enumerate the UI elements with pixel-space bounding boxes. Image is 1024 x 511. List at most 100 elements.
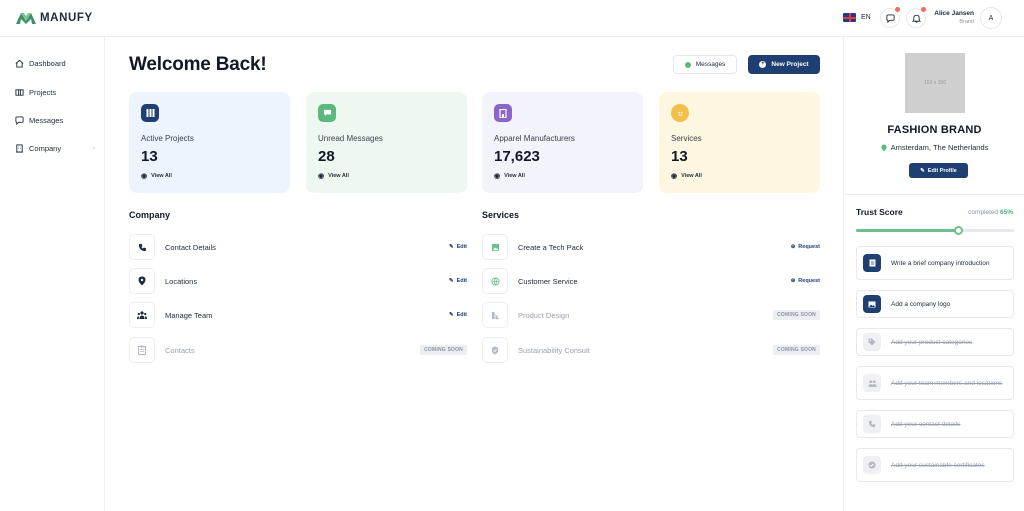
edit-button[interactable]: ✎ Edit [449, 244, 467, 250]
brand-name: MANUFY [40, 11, 93, 24]
task-company-introduction[interactable]: Write a brief company introduction [856, 246, 1014, 280]
edit-label: Edit [456, 278, 467, 284]
completed-value: 65% [999, 209, 1013, 216]
brand-title: FASHION BRAND [887, 124, 982, 136]
service-row-tech-pack[interactable]: Create a Tech Pack ⊕ Request [482, 234, 820, 260]
stat-label: Unread Messages [318, 134, 383, 143]
edit-label: Edit [456, 244, 467, 250]
sidebar-item-label: Messages [29, 116, 64, 125]
uk-flag-icon [843, 13, 856, 22]
service-row-customer-service[interactable]: Customer Service ⊕ Request [482, 268, 820, 294]
view-all-link[interactable]: ◉ View All [141, 172, 172, 180]
stat-card-services: Services 13 ◉ View All [659, 92, 820, 193]
chat-icon [15, 116, 24, 125]
completed-label: completed [968, 209, 999, 216]
sidebar-item-projects[interactable]: Projects [15, 88, 95, 97]
columns-icon [141, 104, 159, 122]
chevron-right-icon: › [92, 145, 95, 152]
edit-icon: ✎ [449, 312, 454, 318]
new-project-label: New Project [771, 61, 809, 68]
edit-profile-button[interactable]: ✎ Edit Profile [909, 163, 968, 178]
plus-circle-icon: ⊕ [790, 244, 796, 250]
language-label: EN [861, 14, 871, 21]
location-label: Amsterdam, The Netherlands [890, 143, 989, 152]
company-row-locations[interactable]: Locations ✎ Edit [129, 268, 467, 294]
view-all-label: View All [151, 173, 172, 179]
messages-top-button[interactable] [880, 7, 900, 28]
eye-icon: ◉ [141, 173, 148, 180]
row-label: Manage Team [165, 310, 213, 320]
edit-icon: ✎ [920, 167, 925, 174]
request-button[interactable]: ⊕ Request [791, 278, 820, 284]
document-icon [863, 254, 881, 272]
stat-value: 13 [671, 148, 688, 165]
sidebar-item-messages[interactable]: Messages [15, 116, 95, 125]
notification-dot [895, 7, 900, 12]
company-row-manage-team[interactable]: Manage Team ✎ Edit [129, 302, 467, 328]
view-all-link[interactable]: ◉ View All [671, 172, 702, 180]
task-text: Add your contact details [891, 420, 961, 428]
brand-location: Amsterdam, The Netherlands [844, 143, 1024, 152]
messages-button-label: Messages [695, 61, 726, 68]
eye-icon: ◉ [671, 173, 678, 180]
image-icon [863, 295, 881, 313]
team-icon [129, 302, 155, 328]
task-company-logo[interactable]: Add a company logo [856, 290, 1014, 318]
divider [844, 194, 1024, 195]
factory-icon [494, 104, 512, 122]
stat-value: 28 [318, 148, 335, 165]
trust-score-completed: completed 65% [968, 209, 1013, 216]
task-text: Write a brief company introduction [891, 259, 990, 267]
row-label: Contacts [165, 345, 195, 355]
trust-progress-fill [856, 226, 963, 235]
progress-knob [953, 226, 963, 235]
language-selector[interactable]: EN [843, 13, 871, 22]
sidebar-item-label: Dashboard [29, 59, 66, 68]
stat-value: 17,623 [494, 148, 540, 165]
task-text: Add your team members and locations [891, 379, 1003, 387]
view-all-link[interactable]: ◉ View All [318, 172, 349, 180]
trust-progress-bar [856, 226, 1014, 235]
trust-score-title: Trust Score [856, 207, 903, 217]
logo[interactable]: MANUFY [16, 11, 93, 24]
sidebar-item-company[interactable]: Company › [15, 144, 95, 153]
chat-dot-icon [684, 61, 691, 68]
coming-soon-badge: COMING SOON [773, 310, 820, 320]
building-icon [15, 144, 24, 153]
edit-button[interactable]: ✎ Edit [449, 278, 467, 284]
task-text: Add your sustainable certificates [891, 461, 985, 469]
board-icon [15, 89, 24, 96]
service-row-product-design: Product Design COMING SOON [482, 302, 820, 328]
manufy-logo-icon [16, 13, 36, 24]
edit-button[interactable]: ✎ Edit [449, 312, 467, 318]
task-contact-details[interactable]: Add your contact details [856, 410, 1014, 438]
company-row-contact-details[interactable]: Contact Details ✎ Edit [129, 234, 467, 260]
edit-profile-label: Edit Profile [927, 167, 957, 174]
task-team-members[interactable]: Add your team members and locations [856, 366, 1014, 400]
image-icon [482, 234, 508, 260]
messages-button[interactable]: Messages [673, 55, 737, 74]
edit-icon: ✎ [449, 278, 454, 284]
new-project-button[interactable]: + New Project [748, 55, 820, 74]
sidebar-item-label: Projects [29, 88, 57, 97]
view-all-link[interactable]: ◉ View All [494, 172, 525, 180]
phone-icon [129, 234, 155, 260]
stat-label: Active Projects [141, 134, 194, 143]
stat-value: 13 [141, 148, 158, 165]
service-row-sustainability-consult: Sustainability Consult COMING SOON [482, 337, 820, 363]
sidebar-item-dashboard[interactable]: Dashboard [15, 59, 95, 68]
notifications-button[interactable] [906, 7, 926, 28]
phone-icon [863, 415, 881, 433]
task-product-categories[interactable]: Add your product categories [856, 328, 1014, 356]
certificate-icon [863, 456, 881, 474]
team-icon [863, 374, 881, 392]
view-all-label: View All [681, 173, 702, 179]
row-label: Product Design [518, 310, 570, 320]
edit-icon: ✎ [449, 244, 454, 250]
request-button[interactable]: ⊕ Request [791, 244, 820, 250]
task-sustainable-certificates[interactable]: Add your sustainable certificates [856, 448, 1014, 482]
coming-soon-badge: COMING SOON [420, 345, 467, 355]
avatar[interactable]: A [980, 7, 1002, 29]
location-pin-icon [880, 144, 887, 151]
stat-card-unread-messages: Unread Messages 28 ◉ View All [306, 92, 467, 193]
